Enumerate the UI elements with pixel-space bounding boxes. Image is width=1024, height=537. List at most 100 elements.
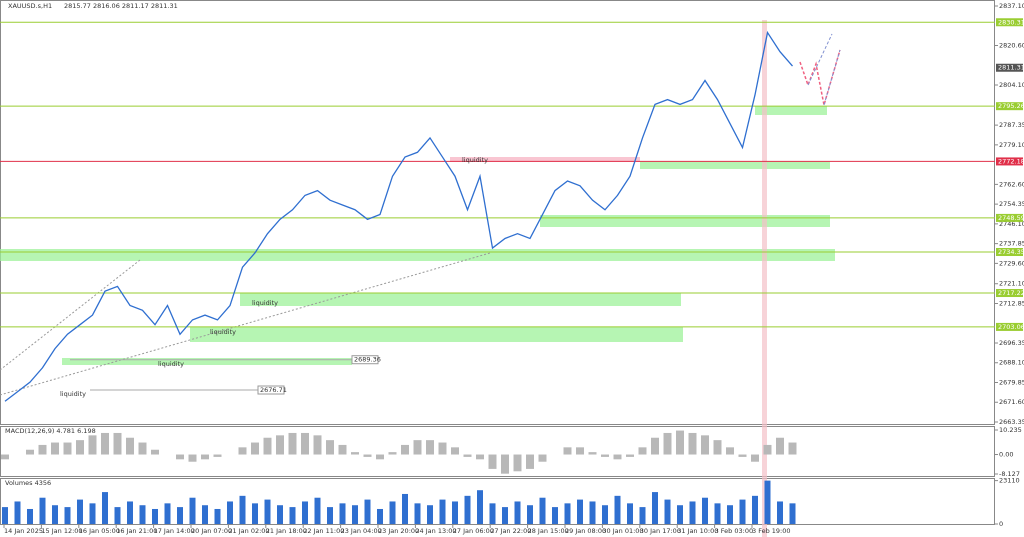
macd-bar xyxy=(651,437,659,455)
volume-bar xyxy=(314,497,321,524)
level-label: 2734.35 xyxy=(998,248,1024,256)
marker-tag xyxy=(351,355,379,365)
volume-bar xyxy=(652,492,658,524)
level-tag xyxy=(996,289,1023,298)
x-tick-label: 22 Jan 11:00 xyxy=(303,527,344,535)
volume-bar xyxy=(789,503,796,524)
volume-bar xyxy=(714,503,721,524)
volume-bar xyxy=(514,501,521,524)
macd-bar xyxy=(26,449,34,455)
macd-bar xyxy=(213,454,222,457)
volume-bar xyxy=(777,501,783,524)
annotation: liquidity xyxy=(252,299,278,307)
volume-bar xyxy=(589,501,596,524)
macd-bar xyxy=(201,454,209,460)
volume-bar xyxy=(452,501,458,524)
macd-bar xyxy=(51,442,59,455)
macd-bar xyxy=(376,454,384,460)
level-tag xyxy=(996,213,1023,222)
volume-bar xyxy=(552,507,558,524)
volume-bar xyxy=(602,505,608,524)
macd-bar xyxy=(63,442,72,455)
level-label: 2748.59 xyxy=(998,214,1024,222)
annotation: liquidity xyxy=(210,328,236,336)
volume-bar xyxy=(427,505,433,524)
macd-bar xyxy=(526,454,534,469)
macd-bar xyxy=(601,454,609,457)
volume-bar xyxy=(77,499,83,524)
trend-line xyxy=(0,259,141,371)
y-tick-label: 2837.10 xyxy=(999,2,1024,10)
volume-bar xyxy=(364,499,371,524)
macd-bar xyxy=(338,444,347,455)
y-tick-label: 2696.35 xyxy=(999,339,1024,347)
macd-bar xyxy=(613,454,622,460)
macd-bar xyxy=(563,447,572,455)
macd-bar xyxy=(676,430,684,455)
current-label: 2811.31 xyxy=(998,64,1024,72)
zone xyxy=(190,327,683,342)
volume-bar xyxy=(127,501,133,524)
volume-bar xyxy=(189,497,196,524)
volume-frame xyxy=(0,478,995,525)
macd-bar xyxy=(463,454,472,457)
level-label: 2795.26 xyxy=(998,102,1024,110)
y-tick-label: 2754.35 xyxy=(999,200,1024,208)
x-tick-label: 3 Feb 19:00 xyxy=(752,527,791,535)
y-tick-label: 2746.10 xyxy=(999,220,1024,228)
macd-bar xyxy=(726,447,734,455)
macd-bar xyxy=(88,435,97,455)
annotation: liquidity xyxy=(462,156,488,164)
macd-tick-label: -8.127 xyxy=(999,470,1020,478)
volume-bar xyxy=(239,495,246,524)
volume-bar xyxy=(52,505,58,524)
macd-bar xyxy=(488,454,497,469)
zone xyxy=(0,249,835,261)
projection xyxy=(799,49,841,106)
volume-bar xyxy=(152,508,158,524)
volume-bar xyxy=(464,495,471,524)
level-tag xyxy=(996,322,1023,331)
macd-bar xyxy=(763,444,772,455)
y-tick-label: 2820.60 xyxy=(999,42,1024,50)
zone xyxy=(62,358,352,365)
macd-bar xyxy=(688,432,697,455)
level-label: 2830.31 xyxy=(998,18,1024,26)
volume-bar xyxy=(39,497,46,524)
zone xyxy=(240,293,681,306)
marker-label: 2689.36 xyxy=(354,356,381,364)
level-tag xyxy=(996,102,1023,111)
volume-tick-label: 0 xyxy=(999,520,1003,528)
macd-bar xyxy=(76,440,84,455)
volume-bar xyxy=(739,499,746,524)
volume-bar xyxy=(414,503,421,524)
volume-bar xyxy=(627,503,633,524)
macd-bar xyxy=(701,435,709,455)
y-tick-label: 2737.85 xyxy=(999,240,1024,248)
volume-bar xyxy=(527,505,533,524)
macd-bar xyxy=(313,435,322,455)
volume-bar xyxy=(214,508,221,524)
zone xyxy=(755,106,827,115)
marker-label: 2676.71 xyxy=(260,386,287,394)
macd-bar xyxy=(513,454,522,472)
volume-bar xyxy=(289,507,296,524)
macd-tick-label: 0.00 xyxy=(999,451,1013,459)
volume-bar xyxy=(14,501,21,524)
macd-bar xyxy=(301,432,309,455)
macd-bar xyxy=(776,437,784,455)
macd-bar xyxy=(476,454,484,460)
x-tick-label: 3 Feb 03:00 xyxy=(715,527,754,535)
macd-bar xyxy=(276,435,284,455)
macd-frame xyxy=(0,426,995,477)
x-tick-label: 16 Jan 21:00 xyxy=(116,527,157,535)
macd-bar xyxy=(188,454,197,462)
zone xyxy=(640,161,830,169)
level-tag xyxy=(996,248,1023,257)
price-line xyxy=(4,30,793,402)
x-tick-label: 23 Jan 20:00 xyxy=(378,527,419,535)
volume-bar xyxy=(477,490,483,524)
macd-bar xyxy=(451,447,459,455)
volume-bar xyxy=(227,501,233,524)
volume-bar xyxy=(639,507,646,524)
